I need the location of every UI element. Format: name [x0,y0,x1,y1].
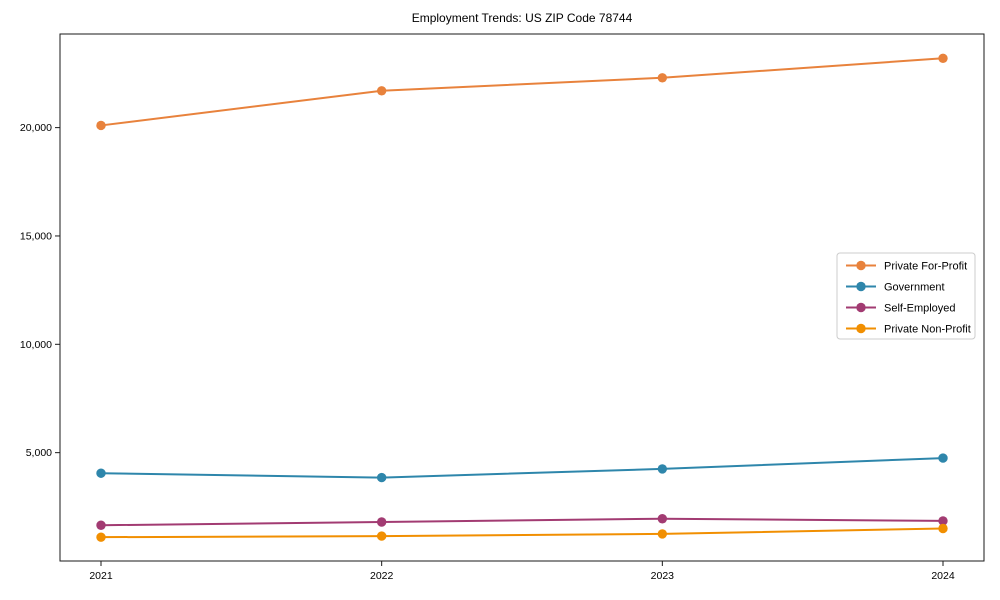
legend-box [836,252,976,340]
series-point-private-non-profit [376,531,387,541]
series-point-self-employed [376,517,387,527]
plot-border [59,33,985,562]
legend: Private For-Profit Government Self-Employe… [836,252,976,340]
series-point-private-non-profit [938,523,948,534]
legend-label: Self-Employed [884,302,956,314]
legend-item-private-for-profit: Private For-Profit [846,260,967,272]
x-tick-label: 2024 [931,570,955,582]
series-line-government [100,457,944,479]
x-tick-label: 2021 [89,570,113,582]
x-tick-label: 2023 [651,570,675,582]
series-point-self-employed [938,516,948,526]
legend-item-private-non-profit: Private Non-Profit [846,323,971,335]
legend-marker-icon [856,323,866,334]
series-point-private-for-profit [657,73,668,83]
series-point-government [938,453,948,463]
series-point-private-non-profit [96,532,106,542]
y-tick-label: 15,000 [20,230,52,242]
series-point-self-employed [96,520,106,530]
x-tick-label: 2022 [370,570,394,582]
series-layer [96,53,948,542]
series-line-self-employed [100,517,944,527]
series-point-private-non-profit [657,529,668,539]
series-point-government [657,464,668,474]
y-tick-label: 5,000 [26,447,52,459]
series-point-private-for-profit [96,120,106,131]
series-point-government [96,468,106,478]
series-point-private-for-profit [376,86,387,96]
axes-layer: 5,000 10,000 15,000 20,000 2021 2022 2023 2024 [20,33,985,582]
series-point-government [376,472,387,483]
series-line-private-for-profit [100,57,944,127]
legend-marker-icon [856,302,866,313]
legend-item-government: Government [846,281,945,293]
legend-label: Government [884,281,945,293]
legend-marker-icon [856,281,866,292]
legend-label: Private Non-Profit [884,323,971,335]
legend-label: Private For-Profit [884,260,967,272]
series-line-private-non-profit [100,527,944,539]
legend-item-self-employed: Self-Employed [846,302,956,314]
chart-title: Employment Trends: US ZIP Code 78744 [412,11,633,25]
series-point-self-employed [657,514,668,524]
y-tick-label: 10,000 [20,339,52,351]
series-point-private-for-profit [938,53,948,63]
legend-marker-icon [856,260,866,271]
y-tick-label: 20,000 [20,122,52,134]
